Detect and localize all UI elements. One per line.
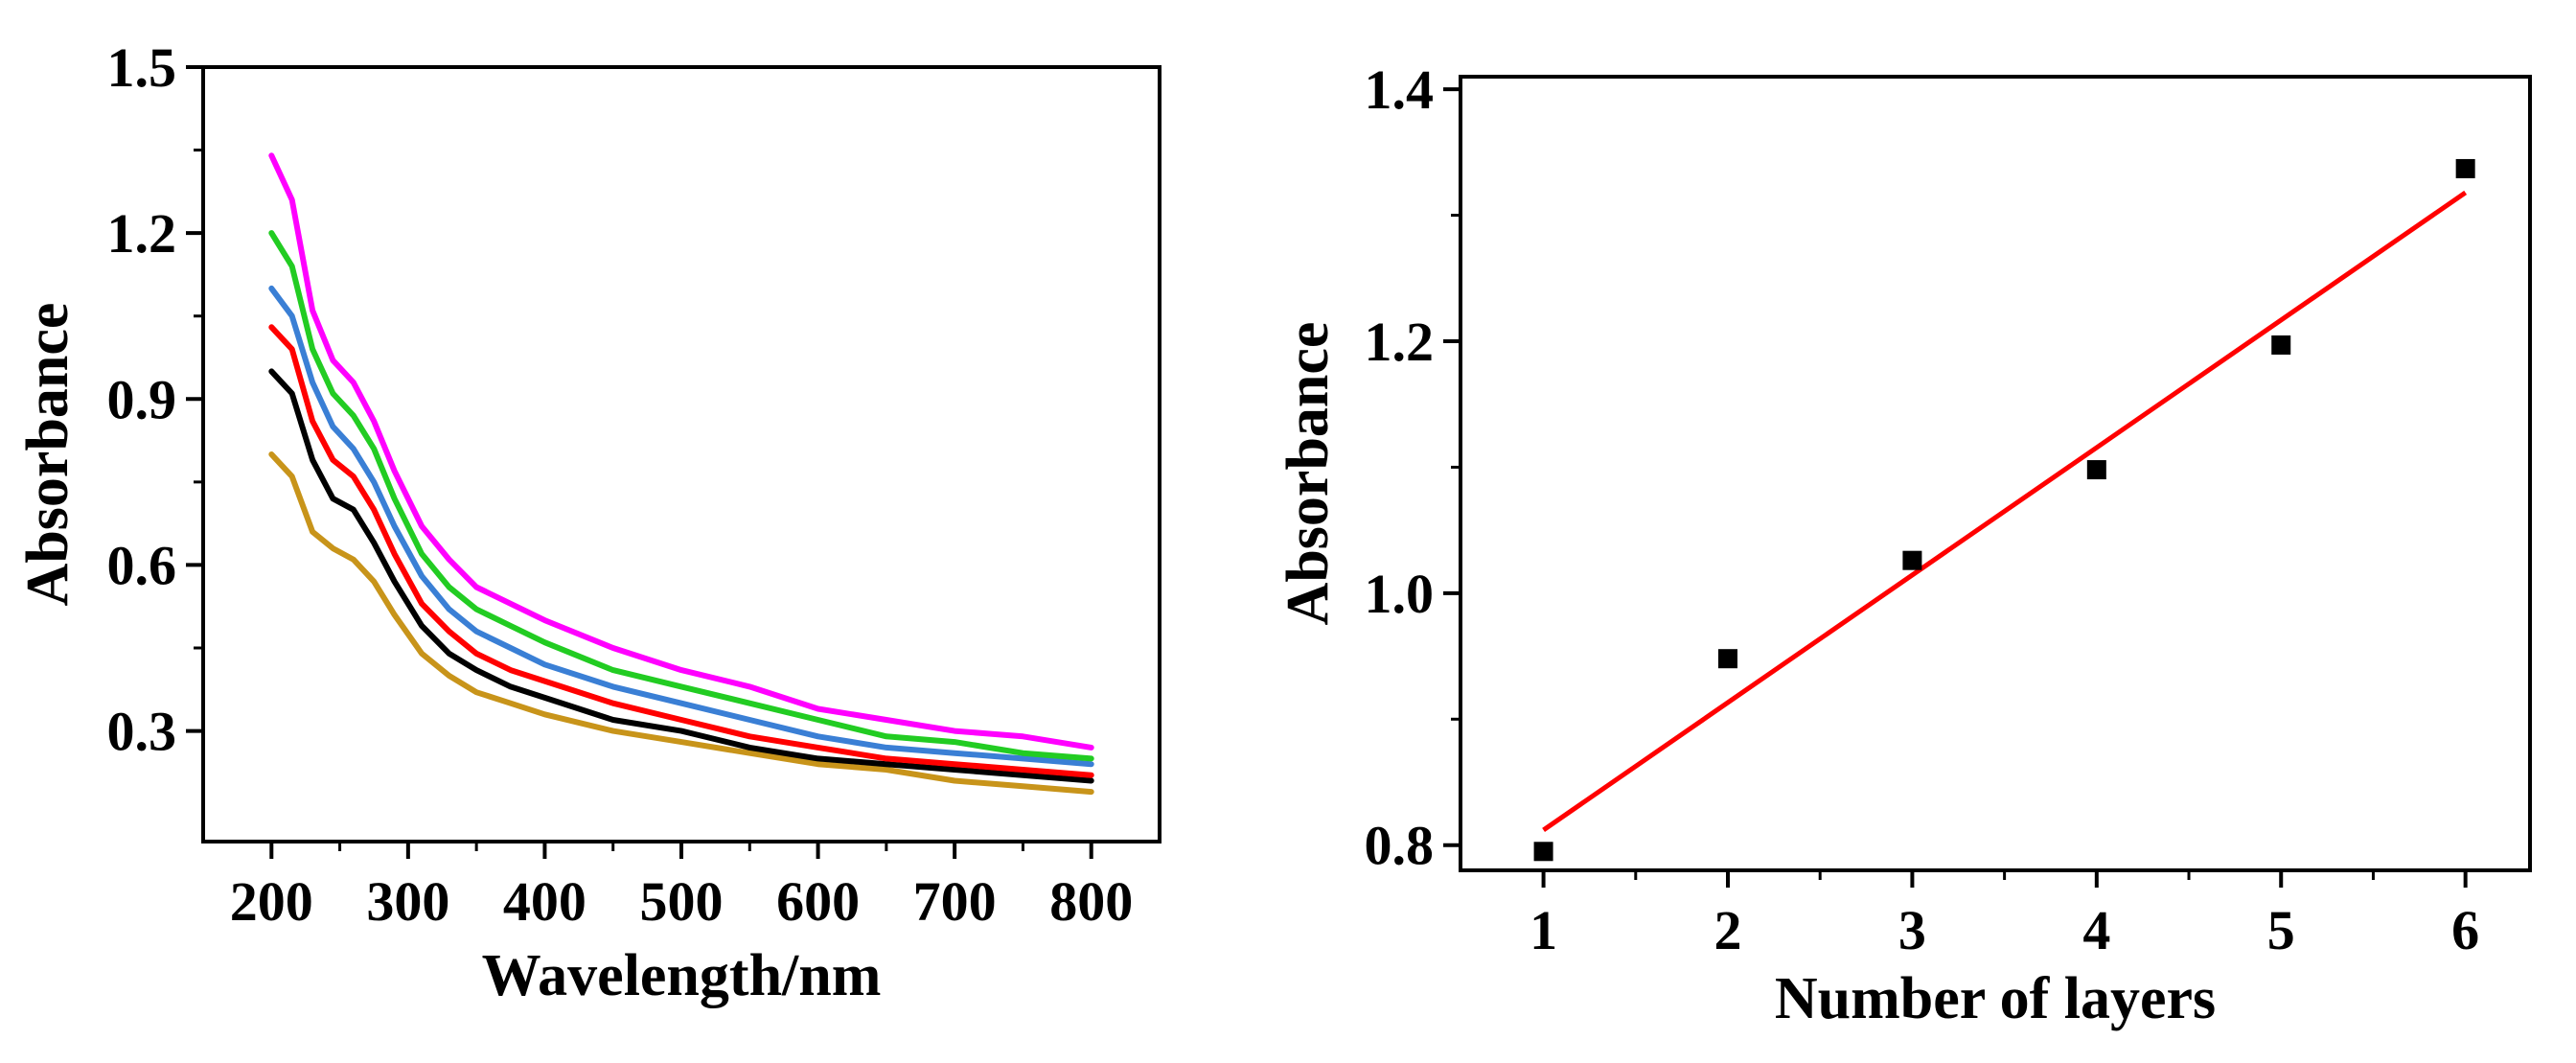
spectra-x-tick-label: 200 [230,870,313,933]
spectra-y-tick-label: 1.2 [107,202,177,265]
layers-chart: 1 2 3 4 5 6 0.8 1.0 1.2 1.4 Number of layers Abs… [1276,58,2532,1031]
layers-y-axis: 0.8 1.0 1.2 1.4 [1365,58,1460,877]
spectra-series-line-5 [268,230,1094,762]
layers-x-tick-label: 4 [2082,899,2110,961]
spectra-series-lines [268,152,1094,796]
layers-y-tick-label: 0.8 [1365,815,1435,877]
layers-y-tick-label: 1.4 [1365,58,1435,121]
layers-x-tick-label: 2 [1714,899,1742,961]
spectra-series-line-4 [268,285,1094,768]
layers-y-axis-title: Absorbance [1276,322,1341,626]
layers-x-tick-label: 3 [1898,899,1926,961]
layers-data-point [2455,158,2475,178]
spectra-series-line-6 [268,152,1094,751]
spectra-x-axis: 200 300 400 500 600 700 800 [230,842,1133,933]
spectra-series-line-3 [268,324,1094,778]
spectra-y-tick-label: 0.3 [107,701,177,763]
layers-fit-line [1542,190,2468,832]
spectra-y-axis-title: Absorbance [15,303,80,607]
layers-data-point [1902,550,1922,570]
spectra-x-axis-title: Wavelength/nm [482,943,882,1008]
spectra-x-tick-label: 800 [1049,870,1133,933]
spectra-x-tick-label: 600 [776,870,860,933]
layers-data-point [2271,335,2291,355]
spectra-y-tick-label: 0.6 [107,534,177,596]
layers-data-point [1533,842,1553,862]
spectra-y-axis: 0.3 0.6 0.9 1.2 1.5 [107,36,203,763]
layers-x-tick-label: 1 [1530,899,1557,961]
spectra-y-tick-label: 0.9 [107,368,177,430]
layers-data-point [2086,460,2106,480]
spectra-x-tick-label: 300 [366,870,449,933]
spectra-series-line-2 [268,368,1094,784]
layers-data-points [1533,158,2475,862]
spectra-x-tick-label: 700 [913,870,997,933]
layers-plot-frame [1459,75,2532,872]
spectra-x-tick-label: 500 [640,870,724,933]
spectra-series-line-1 [268,451,1094,796]
layers-x-tick-label: 6 [2451,899,2479,961]
layers-fit-line-group [1542,190,2468,832]
layers-data-point [1718,649,1737,669]
spectra-y-tick-label: 1.5 [107,36,177,99]
layers-x-tick-label: 5 [2267,899,2295,961]
spectra-chart: 200 300 400 500 600 700 800 0.3 0.6 0.9 1.2 1.5 Wa… [15,36,1162,1008]
spectra-x-tick-label: 400 [503,870,586,933]
layers-y-tick-label: 1.0 [1365,563,1435,625]
layers-x-axis-title: Number of layers [1775,966,2216,1031]
layers-x-axis: 1 2 3 4 5 6 [1530,870,2479,961]
spectra-plot-frame [201,65,1162,843]
layers-y-tick-label: 1.2 [1365,311,1435,373]
